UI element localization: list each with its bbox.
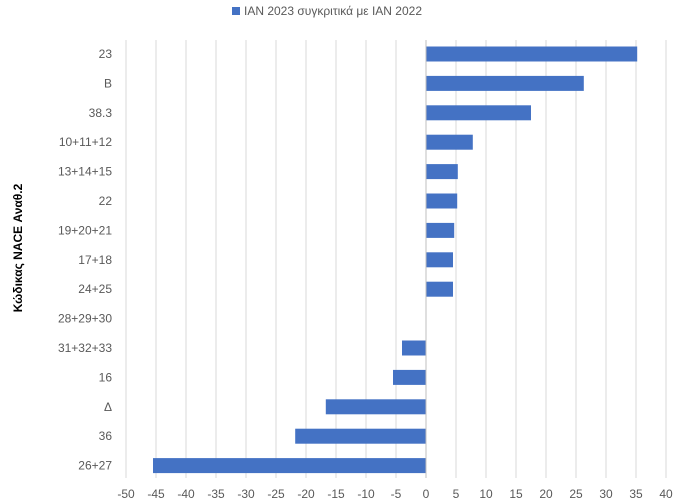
bar [402, 340, 426, 356]
y-tick-label: 16 [99, 370, 113, 384]
y-tick-label: 38.3 [89, 106, 113, 120]
y-axis-title: Κώδικας NACE Αναθ.2 [11, 183, 25, 312]
y-tick-label: 26+27 [78, 459, 112, 473]
y-tick-label: 31+32+33 [58, 341, 112, 355]
y-tick-label: 17+18 [78, 253, 112, 267]
x-tick-label: -40 [177, 487, 195, 500]
bar [426, 281, 453, 297]
bars [153, 46, 638, 474]
bar [426, 105, 531, 121]
x-tick-label: -45 [147, 487, 165, 500]
bar [426, 193, 458, 209]
bar [426, 75, 584, 91]
legend: ΙΑΝ 2023 συγκριτικά με ΙΑΝ 2022 [232, 4, 422, 18]
x-tick-label: -15 [327, 487, 345, 500]
x-tick-label: -5 [391, 487, 402, 500]
bar [426, 222, 455, 238]
bar [393, 369, 426, 385]
x-tick-label: -20 [297, 487, 315, 500]
x-tick-label: 40 [659, 487, 673, 500]
y-tick-label: 36 [99, 429, 113, 443]
bar [426, 252, 453, 268]
y-tick-label: 23 [99, 47, 113, 61]
y-tick-label: 13+14+15 [58, 165, 112, 179]
y-tick-label: 24+25 [78, 282, 112, 296]
bar [295, 428, 426, 444]
bar [325, 399, 426, 415]
x-tick-label: -25 [267, 487, 285, 500]
x-tick-label: -10 [357, 487, 375, 500]
y-tick-label: 22 [99, 194, 113, 208]
x-tick-label: 25 [569, 487, 583, 500]
y-tick-label: Δ [104, 400, 112, 414]
x-tick-label: 15 [509, 487, 523, 500]
x-tick-label: 35 [629, 487, 643, 500]
bar [153, 458, 426, 474]
bar [426, 164, 458, 180]
x-tick-label: 10 [479, 487, 493, 500]
legend-label: ΙΑΝ 2023 συγκριτικά με ΙΑΝ 2022 [244, 4, 422, 18]
bar [426, 134, 473, 150]
x-tick-label: -30 [237, 487, 255, 500]
bar [426, 46, 638, 62]
x-tick-label: 30 [599, 487, 613, 500]
y-tick-label: B [104, 76, 112, 90]
y-tick-label: 28+29+30 [58, 312, 112, 326]
x-tick-label: 20 [539, 487, 553, 500]
x-tick-label: -35 [207, 487, 225, 500]
y-tick-label: 19+20+21 [58, 223, 112, 237]
x-tick-label: -50 [117, 487, 135, 500]
axes: -50 -45 -40 -35 -30 -25 -20 -15 -10 -5 0 5 10 15 20 25 3… [58, 40, 673, 500]
x-tick-label: 5 [453, 487, 460, 500]
x-tick-label: 0 [423, 487, 430, 500]
y-tick-label: 10+11+12 [59, 135, 112, 149]
legend-swatch [232, 7, 240, 15]
